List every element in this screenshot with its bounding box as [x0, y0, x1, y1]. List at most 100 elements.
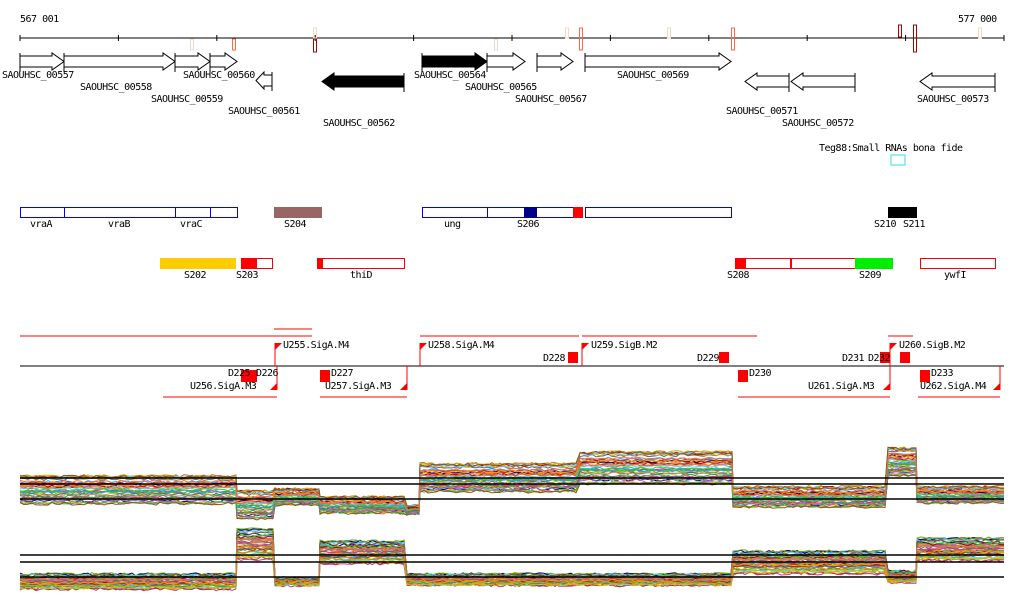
- expression-marker[interactable]: [190, 38, 194, 51]
- gene-arrow[interactable]: [63, 52, 176, 71]
- feature-box-s210-s211[interactable]: [888, 207, 917, 218]
- promoter-flag-icon[interactable]: [270, 383, 277, 390]
- gene-label[interactable]: SAOUHSC_00572: [782, 118, 854, 129]
- promoter-flag-icon[interactable]: [883, 383, 890, 390]
- expression-marker[interactable]: [913, 24, 917, 53]
- promoter-label[interactable]: U258.SigA.M4: [428, 340, 495, 351]
- feature-label[interactable]: S210: [874, 219, 897, 230]
- terminator-label[interactable]: D231: [842, 353, 865, 364]
- gene-label[interactable]: SAOUHSC_00567: [515, 94, 587, 105]
- feature-label[interactable]: thiD: [350, 270, 373, 281]
- gene-arrow[interactable]: [421, 52, 488, 71]
- terminator-box[interactable]: [900, 352, 910, 363]
- feature-label[interactable]: S208: [727, 270, 750, 281]
- expression-marker[interactable]: [313, 38, 317, 53]
- terminator-label[interactable]: D229: [697, 353, 720, 364]
- gene-arrow[interactable]: [174, 52, 211, 71]
- gene-arrow[interactable]: [209, 52, 238, 71]
- gene-arrow[interactable]: [584, 52, 732, 71]
- expression-marker[interactable]: [313, 27, 317, 39]
- terminator-label[interactable]: D226: [256, 368, 279, 379]
- expression-marker[interactable]: [978, 27, 982, 39]
- feature-box[interactable]: [64, 207, 176, 218]
- terminator-label[interactable]: D228: [543, 353, 566, 364]
- promoter-label[interactable]: U255.SigA.M4: [283, 340, 350, 351]
- feature-box[interactable]: [175, 207, 211, 218]
- gene-arrow[interactable]: [536, 52, 574, 71]
- feature-box-s209[interactable]: [855, 258, 893, 269]
- terminator-box[interactable]: [738, 370, 748, 382]
- feature-box-s206[interactable]: [524, 207, 537, 218]
- promoter-flag-icon[interactable]: [993, 383, 1000, 390]
- gene-arrow[interactable]: [790, 72, 856, 91]
- gene-label[interactable]: SAOUHSC_00565: [465, 82, 537, 93]
- terminator-box[interactable]: [320, 370, 330, 382]
- gene-arrow[interactable]: [486, 52, 526, 71]
- feature-box[interactable]: [317, 258, 405, 269]
- gene-arrow[interactable]: [919, 72, 996, 91]
- terminator-label[interactable]: D227: [331, 368, 354, 379]
- gene-label[interactable]: SAOUHSC_00562: [323, 118, 395, 129]
- feature-label[interactable]: vraB: [108, 219, 131, 230]
- gene-label[interactable]: SAOUHSC_00564: [414, 70, 486, 81]
- gene-label[interactable]: SAOUHSC_00557: [2, 70, 74, 81]
- terminator-box[interactable]: [880, 352, 890, 363]
- feature-box[interactable]: [20, 207, 65, 218]
- feature-label[interactable]: S203: [236, 270, 259, 281]
- gene-arrow[interactable]: [19, 52, 65, 71]
- promoter-flag-icon[interactable]: [582, 343, 589, 350]
- small-rna-feature[interactable]: [890, 154, 906, 166]
- terminator-box[interactable]: [920, 370, 930, 382]
- feature-box-fill[interactable]: [317, 258, 323, 269]
- gene-label[interactable]: SAOUHSC_00558: [80, 82, 152, 93]
- expression-marker[interactable]: [565, 27, 569, 39]
- feature-label[interactable]: vraA: [30, 219, 53, 230]
- feature-box-s204[interactable]: [274, 207, 322, 218]
- gene-label[interactable]: SAOUHSC_00560: [183, 70, 255, 81]
- promoter-label[interactable]: U262.SigA.M4: [920, 381, 987, 392]
- promoter-label[interactable]: U257.SigA.M3: [325, 381, 392, 392]
- terminator-label[interactable]: D230: [749, 368, 772, 379]
- feature-box[interactable]: [585, 207, 732, 218]
- expression-marker[interactable]: [579, 27, 583, 51]
- promoter-flag-icon[interactable]: [420, 343, 427, 350]
- promoter-label[interactable]: U259.SigB.M2: [591, 340, 658, 351]
- feature-box[interactable]: [791, 258, 856, 269]
- promoter-label[interactable]: U261.SigA.M3: [808, 381, 875, 392]
- gene-arrow[interactable]: [744, 72, 790, 91]
- feature-label[interactable]: S206: [517, 219, 540, 230]
- terminator-box[interactable]: [719, 352, 729, 363]
- gene-arrow[interactable]: [321, 72, 405, 91]
- feature-label[interactable]: S202: [184, 270, 207, 281]
- terminator-box[interactable]: [241, 370, 257, 382]
- promoter-flag-icon[interactable]: [890, 343, 897, 350]
- gene-arrow[interactable]: [255, 70, 273, 91]
- gene-label[interactable]: SAOUHSC_00569: [617, 70, 689, 81]
- terminator-label[interactable]: D232: [868, 353, 891, 364]
- feature-label[interactable]: vraC: [180, 219, 203, 230]
- feature-box-fill[interactable]: [735, 258, 746, 269]
- promoter-flag-icon[interactable]: [400, 383, 407, 390]
- gene-label[interactable]: SAOUHSC_00571: [726, 106, 798, 117]
- expression-marker[interactable]: [232, 38, 236, 51]
- promoter-flag-icon[interactable]: [275, 343, 282, 350]
- feature-label[interactable]: S211: [903, 219, 926, 230]
- feature-label[interactable]: ywfI: [944, 270, 967, 281]
- feature-label[interactable]: S204: [284, 219, 307, 230]
- feature-box[interactable]: [210, 207, 238, 218]
- feature-label[interactable]: S209: [859, 270, 882, 281]
- expression-marker[interactable]: [731, 27, 735, 51]
- terminator-label[interactable]: D225: [228, 368, 251, 379]
- gene-label[interactable]: SAOUHSC_00573: [917, 94, 989, 105]
- promoter-label[interactable]: U256.SigA.M3: [190, 381, 257, 392]
- feature-box[interactable]: [573, 207, 583, 218]
- feature-box[interactable]: [920, 258, 996, 269]
- feature-box-s202[interactable]: [160, 258, 236, 269]
- expression-marker[interactable]: [898, 24, 902, 38]
- terminator-label[interactable]: D233: [931, 368, 954, 379]
- feature-box[interactable]: [422, 207, 488, 218]
- expression-marker[interactable]: [494, 38, 498, 51]
- feature-label[interactable]: ung: [444, 219, 461, 230]
- feature-box-fill[interactable]: [241, 258, 257, 269]
- terminator-box[interactable]: [568, 352, 578, 363]
